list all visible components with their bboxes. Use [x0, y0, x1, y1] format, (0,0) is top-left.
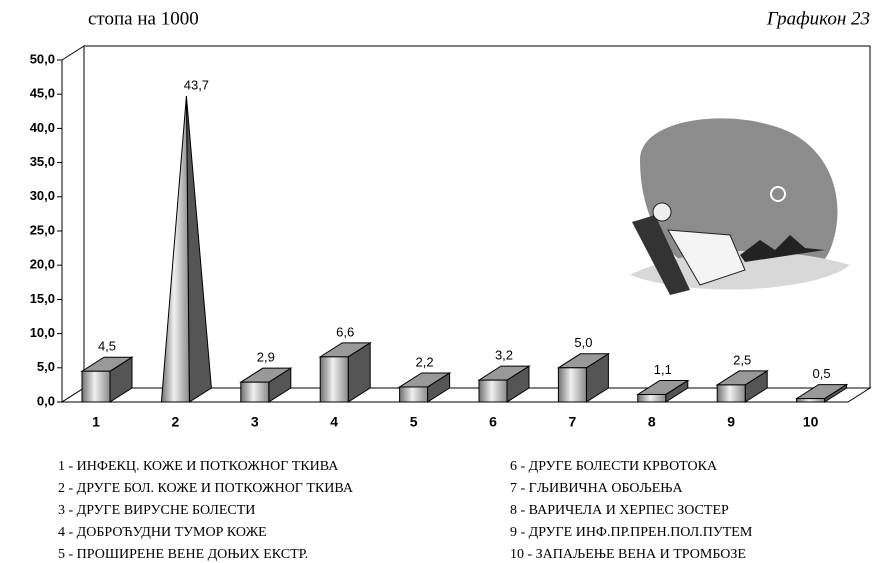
y-tick-label: 35,0	[30, 154, 55, 169]
y-tick-label: 30,0	[30, 188, 55, 203]
y-tick-label: 25,0	[30, 222, 55, 237]
x-tick-label: 10	[803, 414, 819, 430]
legend-item: 5 - ПРОШИРЕНЕ ВЕНЕ ДОЊИХ ЕКСТР.	[58, 547, 308, 562]
value-label: 43,7	[184, 78, 209, 93]
y-tick-label: 40,0	[30, 120, 55, 135]
x-tick-label: 5	[410, 414, 418, 430]
y-tick-label: 45,0	[30, 86, 55, 101]
legend-item: 8 - ВАРИЧЕЛА И ХЕРПЕС ЗОСТЕР	[510, 503, 729, 518]
legend-item: 10 - ЗАПАЉЕЊЕ ВЕНА И ТРОМБОЗЕ	[510, 547, 746, 562]
side-wall	[62, 46, 84, 402]
x-tick-label: 1	[92, 414, 100, 430]
y-tick-label: 20,0	[30, 257, 55, 272]
legend-item: 9 - ДРУГЕ ИНФ.ПР.ПРЕН.ПОЛ.ПУТЕМ	[510, 525, 753, 540]
header-right: Графикон 23	[766, 8, 870, 29]
y-tick-label: 5,0	[37, 359, 55, 374]
bar	[797, 399, 825, 402]
x-tick-label: 7	[569, 414, 577, 430]
bar	[241, 382, 269, 402]
bar	[400, 387, 428, 402]
y-tick-label: 50,0	[30, 51, 55, 66]
x-tick-label: 6	[489, 414, 497, 430]
x-tick-label: 9	[727, 414, 735, 430]
legend-item: 7 - ГЉИВИЧНА ОБОЉЕЊА	[510, 481, 683, 496]
x-tick-label: 3	[251, 414, 259, 430]
legend-item: 2 - ДРУГЕ БОЛ. КОЖЕ И ПОТКОЖНОГ ТКИВА	[58, 481, 354, 496]
y-tick-label: 0,0	[37, 393, 55, 408]
bar	[320, 357, 348, 402]
bar	[479, 380, 507, 402]
legend-item: 4 - ДОБРОЋУДНИ ТУМОР КОЖЕ	[58, 525, 267, 540]
value-label: 2,9	[257, 350, 275, 365]
value-label: 4,5	[98, 339, 116, 354]
legend-item: 6 - ДРУГЕ БОЛЕСТИ КРВОТОКА	[510, 459, 718, 474]
header-left: стопа на 1000	[88, 8, 199, 29]
y-tick-label: 15,0	[30, 291, 55, 306]
value-label: 2,2	[416, 354, 434, 369]
chart: стопа на 1000 Графикон 23 0,05,010,015,0…	[0, 0, 880, 563]
bar	[638, 394, 666, 402]
x-tick-label: 2	[172, 414, 180, 430]
legend-item: 3 - ДРУГЕ ВИРУСНЕ БОЛЕСТИ	[58, 503, 255, 518]
value-label: 1,1	[654, 362, 672, 377]
legend-item: 1 - ИНФЕКЦ. КОЖЕ И ПОТКОЖНОГ ТКИВА	[58, 459, 339, 474]
bar	[82, 371, 110, 402]
value-label: 2,5	[733, 352, 751, 367]
bar	[717, 385, 745, 402]
value-label: 0,5	[813, 366, 831, 381]
x-tick-label: 4	[330, 414, 338, 430]
value-label: 3,2	[495, 348, 513, 363]
x-tick-label: 8	[648, 414, 656, 430]
bar	[558, 368, 586, 402]
value-label: 5,0	[574, 335, 592, 350]
y-tick-label: 10,0	[30, 325, 55, 340]
value-label: 6,6	[336, 324, 354, 339]
